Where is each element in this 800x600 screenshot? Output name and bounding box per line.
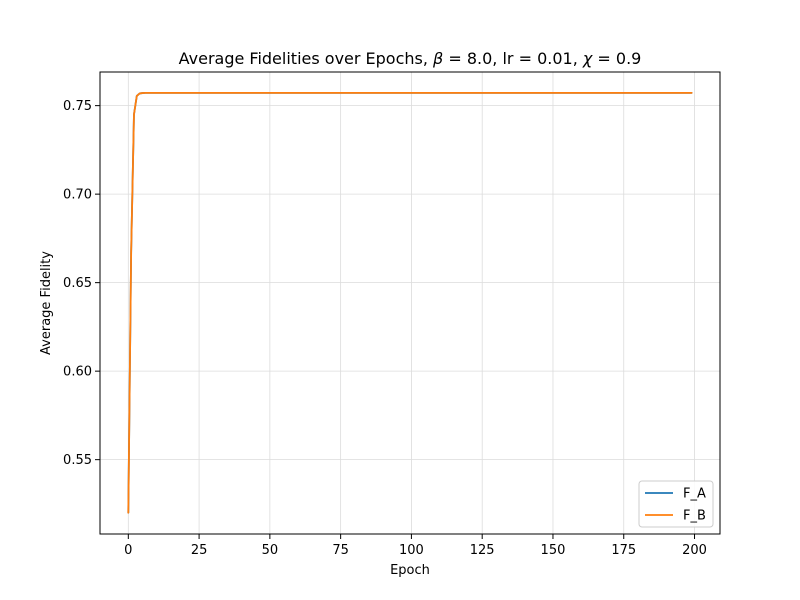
legend: F_A F_B bbox=[638, 480, 714, 528]
x-tick-label: 150 bbox=[541, 543, 566, 558]
x-tick-label: 0 bbox=[124, 543, 132, 558]
chart-title: Average Fidelities over Epochs, β = 8.0,… bbox=[179, 49, 642, 68]
plot-frame bbox=[99, 71, 721, 535]
y-tick-label: 0.70 bbox=[63, 188, 92, 203]
x-tick-label: 125 bbox=[470, 543, 495, 558]
grid-lines bbox=[100, 72, 720, 534]
legend-label: F_B bbox=[683, 509, 706, 524]
x-axis-label: Epoch bbox=[390, 563, 430, 578]
y-tick-label: 0.65 bbox=[63, 276, 92, 291]
y-axis-ticks: 0.55 0.60 0.65 0.70 0.75 bbox=[63, 99, 100, 468]
series-line-f-b bbox=[127, 91, 693, 514]
x-tick-label: 200 bbox=[682, 543, 707, 558]
x-tick-label: 50 bbox=[262, 543, 279, 558]
y-axis-label: Average Fidelity bbox=[39, 251, 54, 355]
x-tick-label: 100 bbox=[399, 543, 424, 558]
y-tick-label: 0.75 bbox=[63, 99, 92, 114]
y-tick-label: 0.55 bbox=[63, 453, 92, 468]
y-tick-label: 0.60 bbox=[63, 365, 92, 380]
x-tick-label: 75 bbox=[332, 543, 349, 558]
x-tick-label: 175 bbox=[611, 543, 636, 558]
x-axis-ticks: 0 25 50 75 100 125 150 175 200 bbox=[124, 534, 707, 558]
series-lines bbox=[127, 91, 693, 514]
legend-label: F_A bbox=[683, 487, 706, 502]
x-tick-label: 25 bbox=[191, 543, 208, 558]
